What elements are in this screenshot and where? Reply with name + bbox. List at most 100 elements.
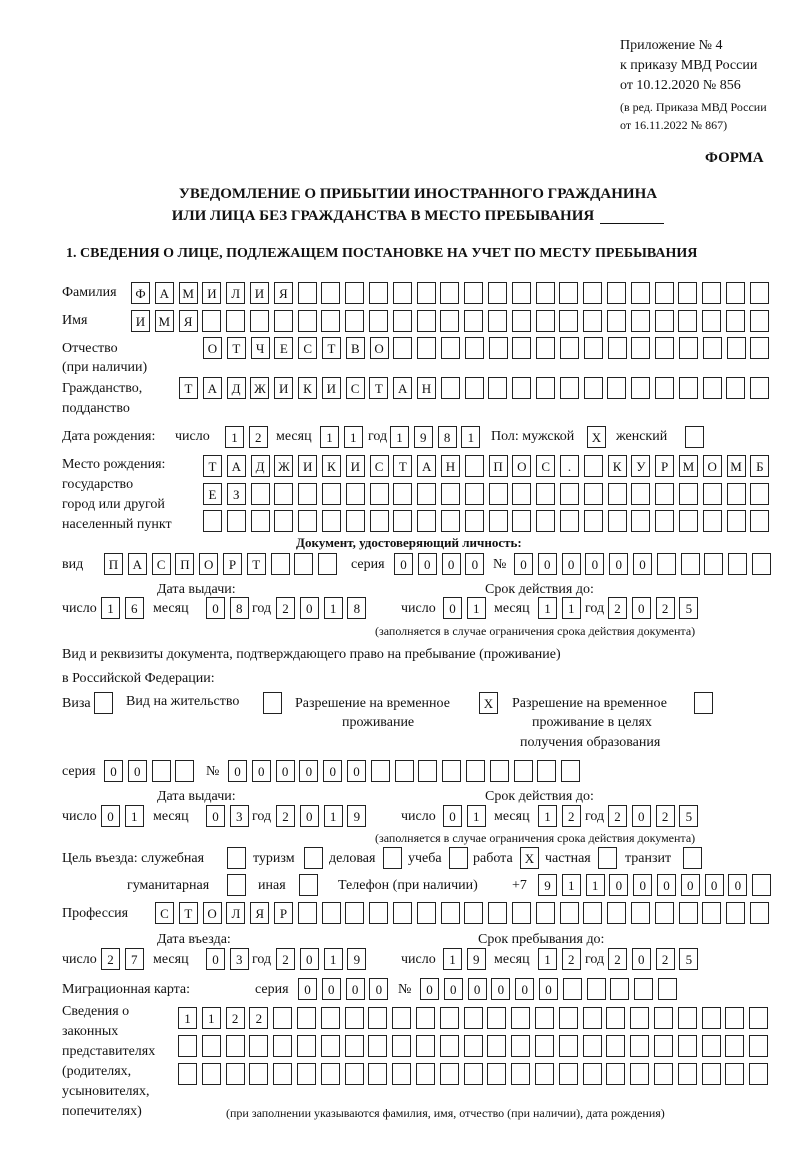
birth-place-field-3[interactable] xyxy=(203,510,770,532)
char-cell[interactable] xyxy=(439,1007,459,1029)
char-cell[interactable] xyxy=(702,377,722,399)
char-cell[interactable] xyxy=(511,1035,531,1057)
char-cell[interactable] xyxy=(607,337,627,359)
char-cell[interactable]: 1 xyxy=(178,1007,197,1029)
char-cell[interactable] xyxy=(559,377,579,399)
char-cell[interactable]: 1 xyxy=(101,597,120,619)
char-cell[interactable]: Т xyxy=(246,553,266,575)
purpose-study-checkbox[interactable] xyxy=(449,847,468,869)
char-cell[interactable] xyxy=(464,510,484,532)
char-cell[interactable]: С xyxy=(536,455,556,477)
char-cell[interactable] xyxy=(273,1035,293,1057)
char-cell[interactable] xyxy=(702,902,722,924)
char-cell[interactable] xyxy=(273,1063,293,1085)
char-cell[interactable] xyxy=(678,282,698,304)
char-cell[interactable] xyxy=(368,1063,388,1085)
char-cell[interactable] xyxy=(488,337,508,359)
char-cell[interactable] xyxy=(440,310,460,332)
char-cell[interactable]: Н xyxy=(416,377,436,399)
char-cell[interactable]: 0 xyxy=(321,978,341,1000)
char-cell[interactable]: 0 xyxy=(631,948,651,970)
char-cell[interactable] xyxy=(345,282,365,304)
char-cell[interactable] xyxy=(297,282,317,304)
char-cell[interactable]: Р xyxy=(273,902,293,924)
char-cell[interactable]: А xyxy=(127,553,147,575)
char-cell[interactable] xyxy=(749,310,769,332)
char-cell[interactable]: 0 xyxy=(346,760,366,782)
char-cell[interactable] xyxy=(512,483,532,505)
char-cell[interactable] xyxy=(583,455,603,477)
char-cell[interactable]: 0 xyxy=(298,978,317,1000)
char-cell[interactable] xyxy=(201,1035,221,1057)
char-cell[interactable] xyxy=(344,1035,364,1057)
char-cell[interactable] xyxy=(488,510,508,532)
char-cell[interactable] xyxy=(726,510,746,532)
char-cell[interactable]: М xyxy=(726,455,746,477)
char-cell[interactable] xyxy=(653,1035,673,1057)
char-cell[interactable]: 1 xyxy=(538,948,557,970)
char-cell[interactable] xyxy=(320,1035,340,1057)
char-cell[interactable]: 2 xyxy=(655,948,675,970)
char-cell[interactable]: 2 xyxy=(225,1007,245,1029)
char-cell[interactable]: 0 xyxy=(609,874,629,896)
char-cell[interactable]: 2 xyxy=(276,597,295,619)
char-cell[interactable]: Л xyxy=(226,282,246,304)
char-cell[interactable] xyxy=(394,760,414,782)
char-cell[interactable] xyxy=(178,1035,197,1057)
char-cell[interactable]: 0 xyxy=(514,553,533,575)
char-cell[interactable] xyxy=(728,553,748,575)
char-cell[interactable] xyxy=(511,1007,531,1029)
char-cell[interactable] xyxy=(368,282,388,304)
char-cell[interactable] xyxy=(417,337,437,359)
char-cell[interactable]: С xyxy=(151,553,171,575)
char-cell[interactable] xyxy=(583,377,603,399)
char-cell[interactable]: X xyxy=(520,847,539,869)
char-cell[interactable]: Б xyxy=(750,455,770,477)
char-cell[interactable] xyxy=(449,847,468,869)
char-cell[interactable] xyxy=(392,1063,412,1085)
char-cell[interactable]: Ж xyxy=(274,455,294,477)
char-cell[interactable] xyxy=(297,902,317,924)
char-cell[interactable]: 6 xyxy=(124,597,144,619)
reps-field-3[interactable] xyxy=(178,1063,769,1085)
char-cell[interactable] xyxy=(606,310,626,332)
char-cell[interactable] xyxy=(392,902,412,924)
char-cell[interactable] xyxy=(634,978,654,1000)
char-cell[interactable]: 9 xyxy=(538,874,557,896)
char-cell[interactable]: 0 xyxy=(251,760,271,782)
char-cell[interactable] xyxy=(694,692,713,714)
char-cell[interactable] xyxy=(487,1035,507,1057)
char-cell[interactable] xyxy=(274,483,294,505)
char-cell[interactable] xyxy=(489,760,509,782)
char-cell[interactable]: 0 xyxy=(441,553,461,575)
char-cell[interactable] xyxy=(678,337,698,359)
char-cell[interactable] xyxy=(463,1007,483,1029)
char-cell[interactable] xyxy=(583,483,603,505)
char-cell[interactable]: 0 xyxy=(656,874,676,896)
purpose-humanitarian-checkbox[interactable] xyxy=(227,874,246,896)
char-cell[interactable] xyxy=(749,1007,769,1029)
residence-checkbox[interactable] xyxy=(263,692,282,714)
char-cell[interactable]: К xyxy=(321,455,341,477)
char-cell[interactable] xyxy=(654,310,674,332)
char-cell[interactable] xyxy=(415,1035,435,1057)
char-cell[interactable]: Ч xyxy=(250,337,270,359)
char-cell[interactable] xyxy=(512,377,532,399)
char-cell[interactable] xyxy=(655,510,675,532)
char-cell[interactable]: 5 xyxy=(679,948,699,970)
char-cell[interactable]: А xyxy=(226,455,246,477)
char-cell[interactable] xyxy=(370,760,390,782)
char-cell[interactable] xyxy=(559,310,579,332)
char-cell[interactable] xyxy=(464,282,484,304)
char-cell[interactable] xyxy=(726,337,746,359)
visa-checkbox[interactable] xyxy=(94,692,113,714)
